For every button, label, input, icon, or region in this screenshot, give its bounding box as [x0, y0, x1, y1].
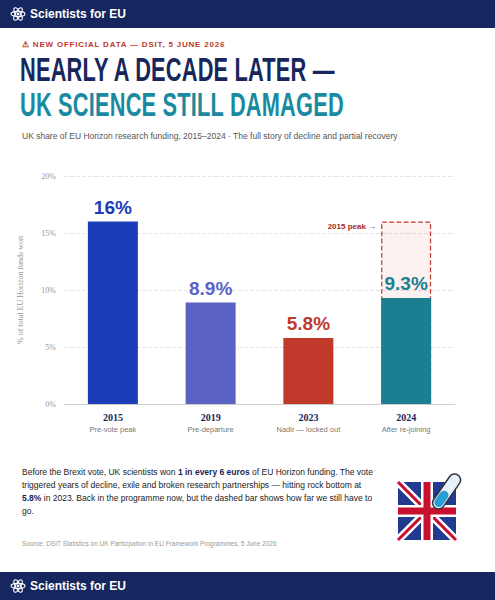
svg-text:2019: 2019: [201, 412, 221, 423]
svg-text:9.3%: 9.3%: [384, 273, 427, 294]
html-text:Before the Brexit vote, UK sci: Before the Brexit vote, UK scientists wo…: [22, 467, 373, 490]
html-text:UK SCIENCE STILL DAMAGED: UK SCIENCE STILL DAMAGED: [20, 86, 344, 123]
html-text:⚠ NEW OFFICIAL DATA — DSIT, 5: ⚠ NEW OFFICIAL DATA — DSIT, 5 JUNE 2026: [22, 40, 226, 49]
html-text:Scientists for EU: Scientists for EU: [30, 579, 126, 593]
html-text:Scientists for EU: Scientists for EU: [30, 7, 126, 21]
svg-text:Pre-vote peak: Pre-vote peak: [90, 425, 137, 434]
svg-text:15%: 15%: [41, 229, 56, 238]
svg-text:16%: 16%: [94, 197, 132, 218]
svg-text:Pre-departure: Pre-departure: [187, 425, 233, 434]
svg-text:5.8%: 5.8%: [287, 313, 330, 334]
svg-text:2024: 2024: [396, 412, 416, 423]
svg-text:2015 peak →: 2015 peak →: [328, 222, 376, 231]
svg-text:After re-joining: After re-joining: [382, 425, 431, 434]
svg-text:0%: 0%: [45, 400, 56, 409]
svg-text:Nadir — locked out: Nadir — locked out: [276, 425, 341, 434]
svg-text:% of total EU Horizon funds wo: % of total EU Horizon funds won: [16, 236, 25, 344]
svg-text:10%: 10%: [41, 286, 56, 295]
svg-text:5%: 5%: [45, 343, 56, 352]
svg-text:2023: 2023: [298, 412, 318, 423]
svg-text:20%: 20%: [41, 172, 56, 181]
html-text:UK share of EU Horizon researc: UK share of EU Horizon research funding,…: [22, 131, 398, 141]
svg-text:2015: 2015: [103, 412, 123, 423]
html-text:5.8% in 2023. Back in the prog: 5.8% in 2023. Back in the programme now,…: [22, 493, 373, 516]
html-text:Source: DSIT Statistics on UK: Source: DSIT Statistics on UK Participat…: [22, 540, 277, 547]
html-text:NEARLY A DECADE LATER —: NEARLY A DECADE LATER —: [20, 51, 335, 88]
svg-text:8.9%: 8.9%: [189, 278, 232, 299]
